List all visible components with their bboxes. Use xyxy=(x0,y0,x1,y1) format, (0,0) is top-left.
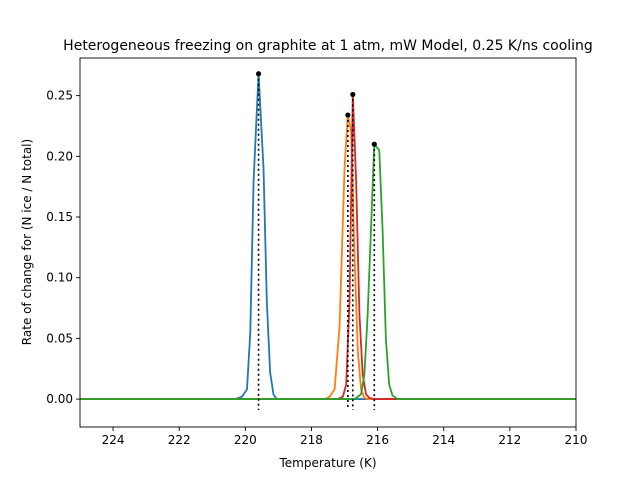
x-tick-label-224: 224 xyxy=(102,433,125,447)
x-tick-label-216: 216 xyxy=(366,433,389,447)
y-tick-label-0: 0.00 xyxy=(46,392,73,406)
x-axis-label: Temperature (K) xyxy=(278,456,376,470)
series-line-4 xyxy=(80,143,576,400)
axes-layer: 224 222 220 218 216 214 212 210 0.00 0.05 0.10 0.15… xyxy=(46,57,588,447)
x-tick-label-210: 210 xyxy=(565,433,588,447)
peak-marker-1 xyxy=(255,71,262,77)
peak-marker-2 xyxy=(345,112,351,118)
chart-title: Heterogeneous freezing on graphite at 1 … xyxy=(63,38,593,54)
plot-area xyxy=(80,58,576,427)
peak-marker-4 xyxy=(371,141,377,147)
y-tick-label-4: 0.20 xyxy=(46,149,73,163)
y-tick-label-1: 0.05 xyxy=(46,331,73,345)
peak-marker-layer xyxy=(255,71,377,411)
series-line-3 xyxy=(80,93,576,400)
x-tick-label-222: 222 xyxy=(168,433,191,447)
series-layer xyxy=(80,72,576,400)
y-tick-label-2: 0.10 xyxy=(46,271,73,285)
series-line-2 xyxy=(80,112,576,400)
x-tick-label-220: 220 xyxy=(234,433,257,447)
x-tick-label-212: 212 xyxy=(498,433,521,447)
y-tick-label-5: 0.25 xyxy=(46,89,73,103)
y-axis-label: Rate of change for (N ice / N total) xyxy=(20,139,34,345)
x-tick-label-214: 214 xyxy=(432,433,455,447)
peak-marker-3 xyxy=(350,91,356,98)
plot-background xyxy=(80,58,576,427)
axes-frame xyxy=(79,57,577,428)
x-tick-label-218: 218 xyxy=(300,433,323,447)
y-tick-label-3: 0.15 xyxy=(46,210,73,224)
